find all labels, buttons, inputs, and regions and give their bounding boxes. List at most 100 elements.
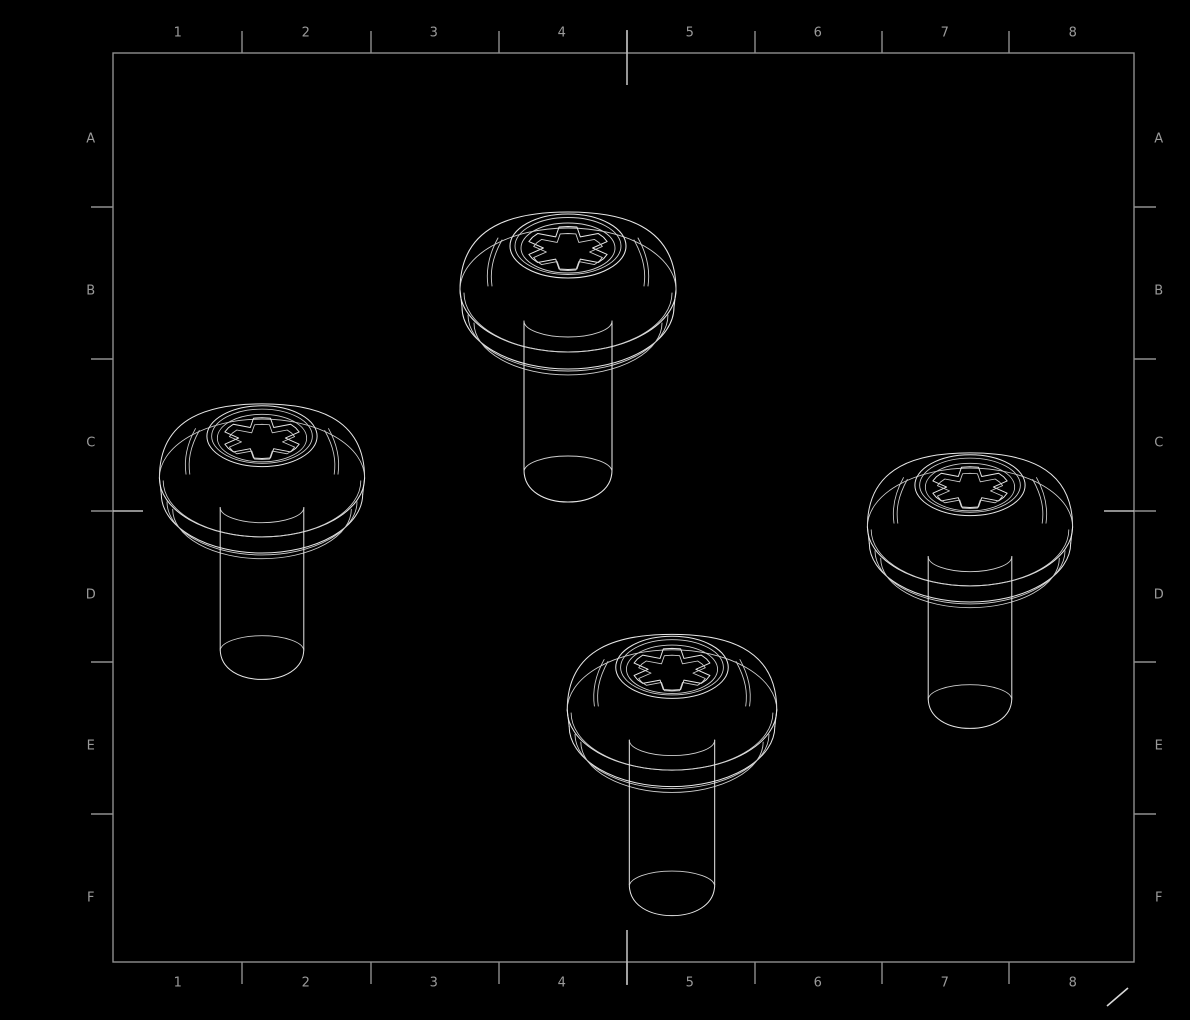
head-underside-edge [160, 493, 364, 554]
drive-recess-inner-ellipse [520, 222, 616, 274]
dome-blend-line-left-2 [597, 661, 609, 707]
dome-blend-line-right-2 [735, 661, 747, 707]
button-head-torx-screw-left [158, 403, 366, 680]
head-chamfer-edge [570, 712, 774, 771]
column-label-bottom-4: 4 [558, 976, 567, 991]
drive-recess-mid-ellipse [211, 408, 313, 464]
button-head-torx-screw-right [866, 452, 1074, 729]
head-rim-front-edge [459, 289, 677, 353]
zone-labels: 1 1 2 2 3 3 4 4 5 5 6 6 7 7 8 8 A A B B C C D D E E F F [86, 26, 1164, 991]
row-label-left-A: A [86, 132, 95, 147]
shank-top-ellipse [219, 507, 305, 524]
dome-blend-line-left [184, 428, 196, 475]
head-chamfer-edge [870, 529, 1070, 587]
shank-bottom-end [927, 697, 1013, 729]
drive-recess-outer-ellipse [206, 405, 318, 468]
drawing-frame [91, 31, 1156, 984]
dome-blend-line-right-2 [633, 239, 646, 287]
row-label-right-E: E [1155, 739, 1164, 754]
head-bearing-face [473, 322, 663, 376]
dome-blend-line-right-2 [1032, 479, 1044, 524]
shank-bottom-end [523, 469, 613, 503]
dome-blend-line-left-2 [490, 239, 503, 287]
head-bearing-face [172, 508, 352, 560]
column-label-top-6: 6 [814, 26, 823, 41]
column-label-bottom-6: 6 [814, 976, 823, 991]
drive-recess-mid-ellipse [514, 217, 622, 275]
shank-bottom-back-arc [523, 455, 613, 473]
button-head-torx-screw-top [459, 211, 677, 503]
dome-blend-line-left [593, 659, 605, 707]
column-label-top-5: 5 [686, 26, 695, 41]
shank-bottom-end [219, 648, 305, 680]
dome-blend-line-right [328, 428, 340, 475]
head-chamfer-edge [162, 480, 362, 538]
drive-recess-outer-ellipse [509, 213, 627, 279]
head-underside-inner-edge [166, 501, 358, 556]
head-chamfer-edge [463, 292, 673, 353]
row-label-right-B: B [1154, 284, 1163, 299]
center-marks [113, 30, 1134, 985]
head-dome-outline [566, 633, 778, 711]
head-flange-left [158, 477, 162, 495]
row-label-left-D: D [86, 588, 97, 603]
torx-socket-floor [533, 233, 603, 271]
shank-bottom-back-arc [219, 635, 305, 652]
shank-top-ellipse [628, 739, 716, 756]
parts-group [158, 211, 1074, 917]
head-underside-edge [568, 725, 776, 788]
head-dome-outline [459, 211, 677, 291]
column-label-bottom-1: 1 [174, 976, 183, 991]
column-label-bottom-5: 5 [686, 976, 695, 991]
head-flange-left [459, 289, 463, 308]
head-underside-inner-edge [874, 550, 1066, 605]
head-flange-left [866, 526, 870, 544]
head-underside-edge [868, 542, 1072, 603]
row-label-left-E: E [87, 739, 96, 754]
head-flange-right [1070, 526, 1074, 544]
drive-recess-mid-ellipse [620, 639, 724, 696]
torx-socket-floor [936, 472, 1004, 509]
head-rim-front-edge [158, 477, 366, 538]
dome-blend-line-left-2 [896, 479, 908, 524]
drive-recess-inner-ellipse [216, 413, 308, 463]
torx-lobe-outline [224, 417, 300, 459]
head-bearing-face [580, 741, 764, 793]
head-rim-front-edge [866, 526, 1074, 587]
drive-recess-mid-ellipse [919, 457, 1021, 513]
column-label-bottom-2: 2 [302, 976, 311, 991]
head-flange-right [673, 289, 677, 308]
column-label-top-4: 4 [558, 26, 567, 41]
column-label-bottom-8: 8 [1069, 976, 1078, 991]
torx-lobe-outline [932, 466, 1008, 508]
head-rim-back-edge [566, 649, 778, 711]
drive-recess-inner-ellipse [924, 462, 1016, 512]
shank-bottom-end [628, 884, 716, 917]
head-underside-inner-edge [574, 733, 770, 790]
head-rim-front-edge [566, 709, 778, 771]
torx-lobe-outline [528, 226, 608, 270]
row-label-right-F: F [1155, 891, 1163, 906]
shank-bottom-back-arc [927, 684, 1013, 701]
head-dome-outline [158, 403, 366, 479]
dome-blend-line-left [486, 237, 499, 287]
head-dome-outline [866, 452, 1074, 528]
shank-top-ellipse [523, 320, 613, 338]
drive-recess-inner-ellipse [625, 644, 719, 694]
shank-top-ellipse [927, 556, 1013, 573]
torx-lobe-outline [633, 647, 711, 691]
drive-recess-outer-ellipse [914, 454, 1026, 517]
column-label-top-1: 1 [174, 26, 183, 41]
head-rim-back-edge [158, 418, 366, 479]
head-underside-inner-edge [467, 314, 669, 372]
row-label-right-C: C [1154, 436, 1164, 451]
corner-tick-bottom-right [1106, 987, 1129, 1007]
dome-blend-line-left [892, 477, 904, 524]
drive-recess-outer-ellipse [615, 635, 729, 699]
dome-blend-line-right [739, 659, 751, 707]
head-flange-right [774, 709, 778, 727]
column-label-top-7: 7 [941, 26, 950, 41]
row-label-left-F: F [87, 891, 95, 906]
dome-blend-line-right [1036, 477, 1048, 524]
